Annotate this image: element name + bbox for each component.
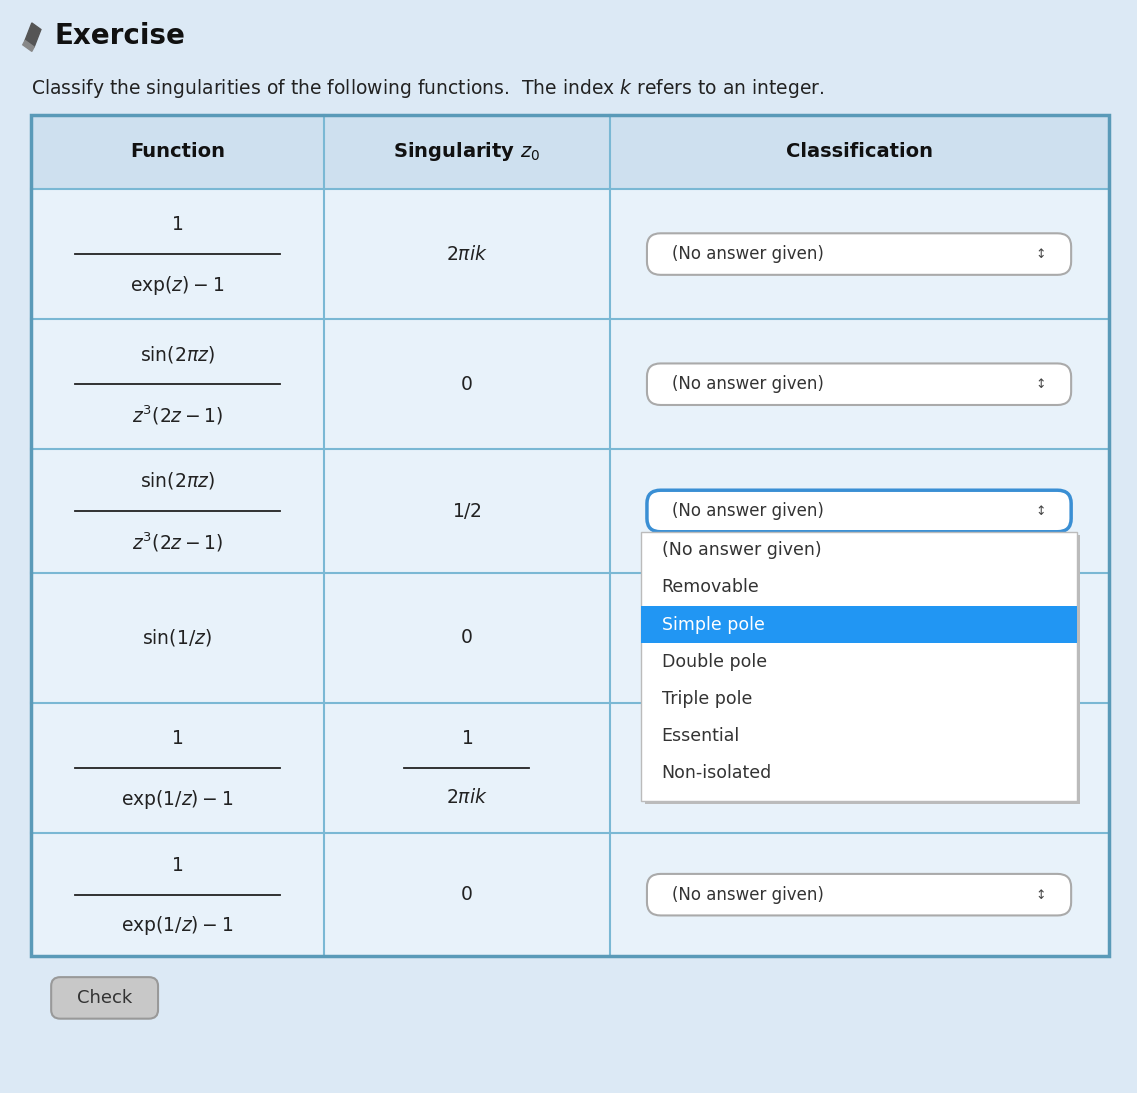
Text: $\sin(1/z)$: $\sin(1/z)$ xyxy=(142,627,213,648)
Text: Essential: Essential xyxy=(662,727,740,745)
Text: (No answer given): (No answer given) xyxy=(672,628,824,647)
Text: $\updownarrow$: $\updownarrow$ xyxy=(1034,631,1046,645)
Text: Singularity $z_0$: Singularity $z_0$ xyxy=(393,140,540,163)
FancyBboxPatch shape xyxy=(647,616,1071,658)
Text: $\updownarrow$: $\updownarrow$ xyxy=(1034,888,1046,902)
Bar xyxy=(31,115,1109,956)
FancyBboxPatch shape xyxy=(51,977,158,1019)
Text: Classify the singularities of the following functions.  The index $\mathit{k}$ r: Classify the singularities of the follow… xyxy=(31,77,824,99)
Text: (No answer given): (No answer given) xyxy=(672,502,824,520)
Text: $2\pi ik$: $2\pi ik$ xyxy=(446,245,488,263)
Text: Check: Check xyxy=(77,989,132,1007)
Text: $1$: $1$ xyxy=(172,856,183,875)
Text: $1/2$: $1/2$ xyxy=(451,501,481,521)
Text: Triple pole: Triple pole xyxy=(662,690,752,708)
Polygon shape xyxy=(23,40,34,51)
Polygon shape xyxy=(25,23,41,47)
Text: (No answer given): (No answer given) xyxy=(672,245,824,263)
Bar xyxy=(645,536,1080,804)
Bar xyxy=(31,115,1109,956)
Text: $\sin(2\pi z)$: $\sin(2\pi z)$ xyxy=(140,343,215,365)
Text: 0: 0 xyxy=(460,375,473,393)
Text: $\exp(1/z) - 1$: $\exp(1/z) - 1$ xyxy=(122,915,233,938)
FancyBboxPatch shape xyxy=(647,364,1071,406)
Bar xyxy=(641,607,1077,644)
Text: $\exp(z) - 1$: $\exp(z) - 1$ xyxy=(131,273,224,296)
Text: $\exp(1/z) - 1$: $\exp(1/z) - 1$ xyxy=(122,788,233,811)
Text: 0: 0 xyxy=(460,885,473,904)
Text: $z^3(2z-1)$: $z^3(2z-1)$ xyxy=(132,531,223,554)
Text: Non-isolated: Non-isolated xyxy=(662,764,772,783)
Text: Double pole: Double pole xyxy=(662,653,766,671)
Text: $\updownarrow$: $\updownarrow$ xyxy=(1034,247,1046,261)
Text: (No answer given): (No answer given) xyxy=(672,375,824,393)
Text: Removable: Removable xyxy=(662,578,760,597)
Text: Classification: Classification xyxy=(786,142,932,162)
Text: $\sin(2\pi z)$: $\sin(2\pi z)$ xyxy=(140,470,215,492)
Text: $1$: $1$ xyxy=(460,729,473,749)
Bar xyxy=(641,532,1077,801)
Text: $z^3(2z-1)$: $z^3(2z-1)$ xyxy=(132,404,223,427)
FancyBboxPatch shape xyxy=(647,491,1071,532)
FancyBboxPatch shape xyxy=(647,233,1071,274)
Text: 0: 0 xyxy=(460,628,473,647)
Text: (No answer given): (No answer given) xyxy=(662,541,821,560)
Text: $\updownarrow$: $\updownarrow$ xyxy=(1034,504,1046,518)
Text: $2\pi ik$: $2\pi ik$ xyxy=(446,788,488,807)
FancyBboxPatch shape xyxy=(647,748,1071,789)
Text: (No answer given): (No answer given) xyxy=(672,759,824,777)
Text: Simple pole: Simple pole xyxy=(662,615,764,634)
Text: $\updownarrow$: $\updownarrow$ xyxy=(1034,377,1046,391)
Text: $1$: $1$ xyxy=(172,215,183,234)
FancyBboxPatch shape xyxy=(647,874,1071,916)
Text: $\updownarrow$: $\updownarrow$ xyxy=(1034,761,1046,775)
Text: Function: Function xyxy=(130,142,225,162)
Text: (No answer given): (No answer given) xyxy=(672,885,824,904)
Bar xyxy=(31,115,1109,189)
Text: Exercise: Exercise xyxy=(55,22,185,50)
Text: $1$: $1$ xyxy=(172,729,183,749)
